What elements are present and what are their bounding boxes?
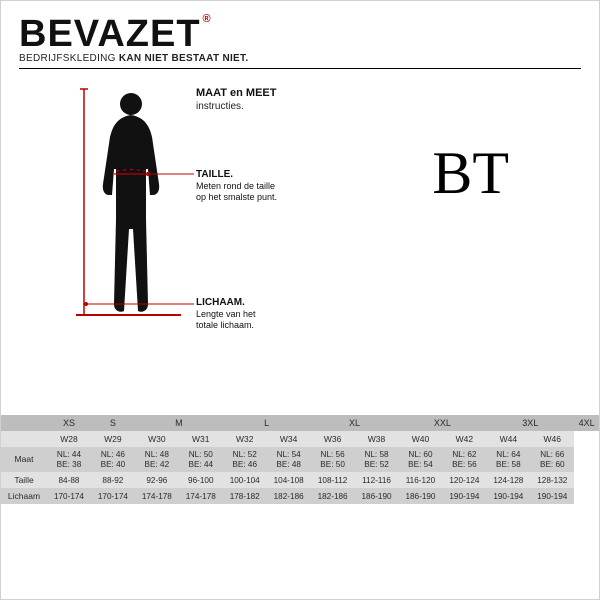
table-cell: 96-100 [179,472,223,488]
row-lichaam: Lichaam170-174170-174174-178174-178178-1… [1,488,599,504]
size-letter-cell: XS [47,415,91,431]
brand-logo: BEVAZET® [19,13,212,56]
table-cell: 190-194 [442,488,486,504]
table-cell: NL: 66BE: 60 [530,447,574,472]
table-cell: W42 [442,431,486,447]
header-rule [19,68,581,69]
table-cell: 104-108 [267,472,311,488]
table-cell: 182-186 [267,488,311,504]
table-cell: NL: 60BE: 54 [399,447,443,472]
table-cell: W31 [179,431,223,447]
table-cell: NL: 52BE: 46 [223,447,267,472]
table-cell: 92-96 [135,472,179,488]
table-cell: W29 [91,431,135,447]
table-cell: NL: 44BE: 38 [47,447,91,472]
lichaam-head: LICHAAM. [196,297,245,308]
size-letter-cell: 4XL [574,415,599,431]
row-label [1,431,47,447]
table-cell: 190-194 [486,488,530,504]
table-cell: W40 [399,431,443,447]
size-chart-page: BEVAZET® BEDRIJFSKLEDING KAN NIET BESTAA… [0,0,600,600]
label-lichaam: LICHAAM. Lengte van het totale lichaam. [196,297,256,331]
table-cell: 108-112 [311,472,355,488]
size-letter-cell: L [223,415,311,431]
table-cell: 128-132 [530,472,574,488]
table-cell: 190-194 [530,488,574,504]
table-cell: 174-178 [179,488,223,504]
row-taille: Taille84-8888-9292-9696-100100-104104-10… [1,472,599,488]
size-table: XSSMLXLXXL3XL4XL W28W29W30W31W32W34W36W3… [1,415,599,504]
table-cell: 124-128 [486,472,530,488]
lichaam-line2: totale lichaam. [196,320,254,330]
label-taille: TAILLE. Meten rond de taille op het smal… [196,169,277,203]
table-cell: NL: 54BE: 48 [267,447,311,472]
row-label: Lichaam [1,488,47,504]
table-cell: NL: 62BE: 56 [442,447,486,472]
lichaam-line1: Lengte van het [196,309,256,319]
table-cell: 178-182 [223,488,267,504]
table-cell: 112-116 [355,472,399,488]
table-cell: 116-120 [399,472,443,488]
table-cell: NL: 46BE: 40 [91,447,135,472]
taille-line1: Meten rond de taille [196,181,275,191]
row-label: Maat [1,447,47,472]
table-cell: W36 [311,431,355,447]
size-letter-cell: 3XL [486,415,574,431]
table-cell: W38 [355,431,399,447]
table-cell: 186-190 [355,488,399,504]
row-maat: MaatNL: 44BE: 38NL: 46BE: 40NL: 48BE: 42… [1,447,599,472]
table-cell: 100-104 [223,472,267,488]
size-letter-cell: XXL [399,415,487,431]
bt-code: BT [432,139,509,208]
table-cell: 120-124 [442,472,486,488]
taille-head: TAILLE. [196,169,233,180]
table-cell: W44 [486,431,530,447]
table-cell: W46 [530,431,574,447]
table-cell: W28 [47,431,91,447]
brand-text: BEVAZET [19,13,201,55]
body-silhouette [56,79,206,329]
table-cell: NL: 50BE: 44 [179,447,223,472]
table-cell: 170-174 [47,488,91,504]
diagram-area: MAAT en MEET instructies. [1,79,599,329]
size-letter-cell: M [135,415,223,431]
table-cell: 88-92 [91,472,135,488]
table-cell: W34 [267,431,311,447]
registered-icon: ® [203,13,212,25]
table-cell: W30 [135,431,179,447]
cell-empty [1,415,47,431]
row-size-letter: XSSMLXLXXL3XL4XL [1,415,599,431]
table-cell: 170-174 [91,488,135,504]
row-label: Taille [1,472,47,488]
size-letter-cell: XL [311,415,399,431]
table-cell: 186-190 [399,488,443,504]
table-cell: NL: 48BE: 42 [135,447,179,472]
row-wcode: W28W29W30W31W32W34W36W38W40W42W44W46 [1,431,599,447]
size-letter-cell: S [91,415,135,431]
size-table-wrap: XSSMLXLXXL3XL4XL W28W29W30W31W32W34W36W3… [1,415,599,504]
table-cell: W32 [223,431,267,447]
taille-line2: op het smalste punt. [196,192,277,202]
table-cell: 182-186 [311,488,355,504]
table-cell: NL: 58BE: 52 [355,447,399,472]
diagram-title: MAAT en MEET [196,87,276,99]
table-cell: 84-88 [47,472,91,488]
header: BEVAZET® BEDRIJFSKLEDING KAN NIET BESTAA… [1,13,599,69]
table-cell: NL: 64BE: 58 [486,447,530,472]
table-cell: NL: 56BE: 50 [311,447,355,472]
table-cell: 174-178 [135,488,179,504]
